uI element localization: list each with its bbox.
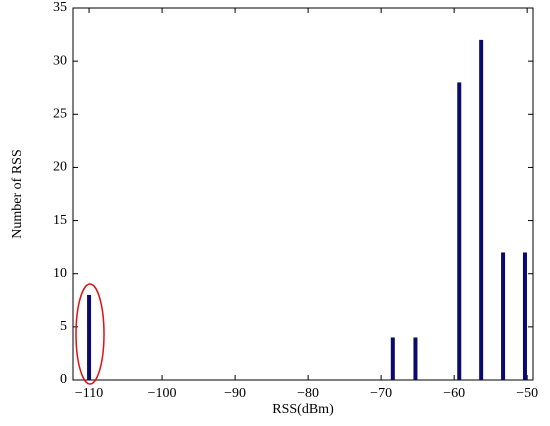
highlight-ellipse	[75, 283, 105, 385]
x-tick-label: −100	[148, 386, 177, 401]
bar	[87, 294, 92, 380]
bar	[413, 337, 418, 380]
y-tick-label: 30	[53, 53, 67, 68]
y-tick-label: 5	[60, 319, 67, 334]
plot-frame	[72, 7, 534, 381]
y-tick-label: 15	[53, 213, 67, 228]
x-tick-label: −80	[297, 386, 319, 401]
bar	[501, 252, 506, 380]
x-tick-label: −50	[516, 386, 538, 401]
x-tick-label: −60	[443, 386, 465, 401]
y-tick-label: 0	[60, 372, 67, 387]
x-tick-label: −90	[224, 386, 246, 401]
x-axis-label: RSS(dBm)	[272, 402, 334, 417]
bar	[457, 82, 462, 381]
y-tick-label: 25	[53, 107, 67, 122]
bar	[390, 337, 395, 380]
bar	[479, 39, 484, 381]
bar	[522, 252, 527, 380]
x-tick-label: −70	[370, 386, 392, 401]
y-tick-label: 10	[53, 266, 67, 281]
y-tick-label: 35	[53, 0, 67, 15]
y-tick-label: 20	[53, 160, 67, 175]
x-tick-label: −110	[75, 386, 103, 401]
y-axis-label: Number of RSS	[10, 149, 25, 238]
